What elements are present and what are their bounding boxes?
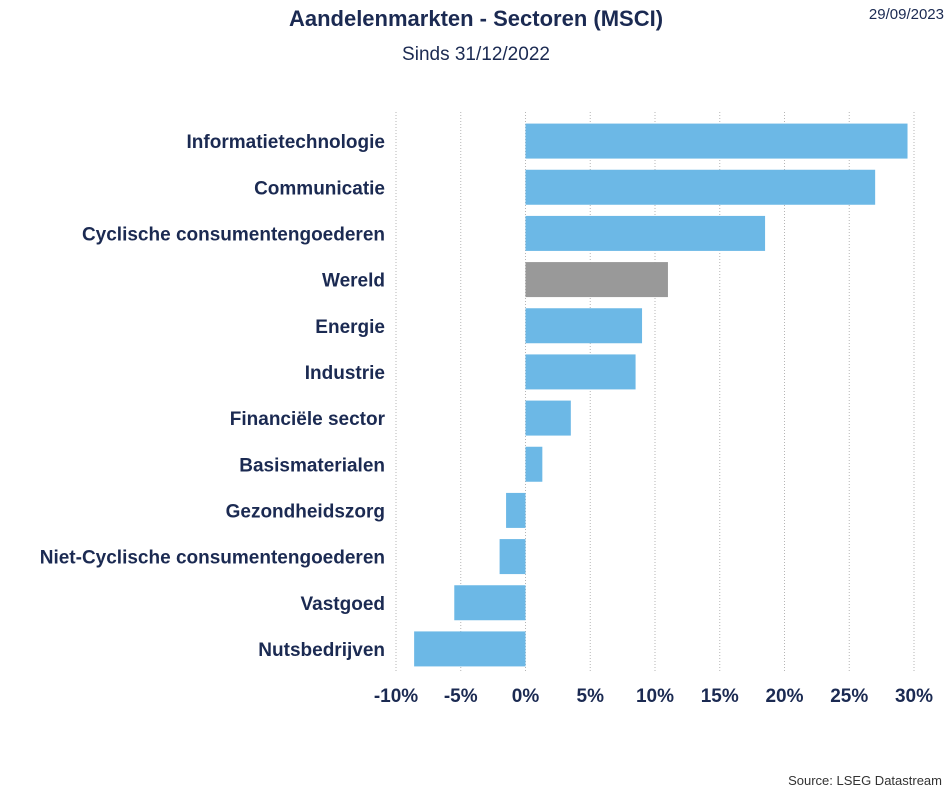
bar	[414, 631, 526, 667]
category-label: Niet-Cyclische consumentengoederen	[40, 548, 385, 569]
bar	[525, 308, 643, 344]
bar	[499, 539, 526, 575]
bar	[525, 169, 876, 205]
category-label: Wereld	[322, 271, 385, 292]
x-tick-label: 30%	[895, 686, 933, 707]
bar	[525, 446, 543, 482]
category-label: Cyclische consumentengoederen	[82, 224, 385, 245]
x-tick-label: 0%	[512, 686, 540, 707]
x-tick-label: -5%	[444, 686, 478, 707]
x-tick-label: 20%	[765, 686, 803, 707]
category-label: Communicatie	[254, 178, 385, 199]
x-tick-label: 15%	[701, 686, 739, 707]
chart-title: Aandelenmarkten - Sectoren (MSCI)	[288, 6, 664, 31]
bar	[525, 354, 636, 390]
chart-subtitle: Sinds 31/12/2022	[402, 44, 550, 65]
bar	[525, 400, 571, 436]
date-stamp: 29/09/2023	[868, 6, 944, 23]
category-label: Energie	[315, 317, 385, 338]
category-label: Vastgoed	[301, 594, 385, 615]
x-tick-label: 5%	[577, 686, 605, 707]
bar	[525, 215, 766, 251]
category-label: Informatietechnologie	[187, 132, 385, 153]
category-label: Nutsbedrijven	[258, 640, 385, 661]
bar	[525, 262, 668, 298]
category-label: Financiële sector	[230, 409, 386, 430]
x-tick-label: 25%	[830, 686, 868, 707]
x-tick-label: -10%	[374, 686, 418, 707]
category-label: Gezondheidszorg	[226, 501, 385, 522]
x-tick-label: 10%	[636, 686, 674, 707]
category-label: Industrie	[305, 363, 385, 384]
bar	[454, 585, 526, 621]
source-note: Source: LSEG Datastream	[788, 773, 942, 788]
bar	[506, 492, 526, 528]
category-label: Basismaterialen	[239, 455, 385, 476]
bar	[525, 123, 908, 159]
